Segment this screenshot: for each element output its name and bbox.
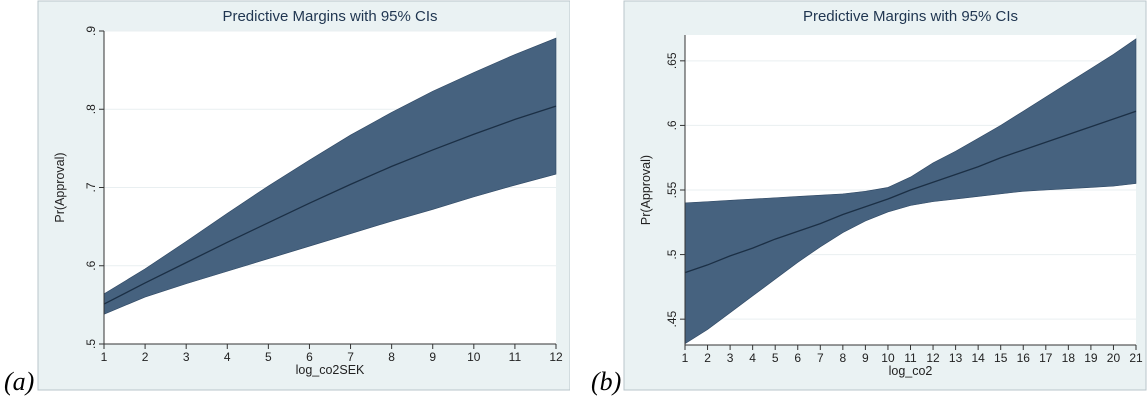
x-tick-label: 19 bbox=[1084, 351, 1098, 365]
estimate-line bbox=[103, 105, 557, 305]
x-tick-label: 14 bbox=[971, 351, 985, 365]
x-tick-label: 1 bbox=[682, 351, 689, 365]
estimate-line bbox=[684, 110, 1137, 274]
y-tick-label: .9 bbox=[84, 26, 98, 36]
x-tick-label: 17 bbox=[1039, 351, 1053, 365]
y-tick-label: .65 bbox=[665, 52, 679, 69]
y-tick-label: .6 bbox=[84, 260, 98, 270]
y-tick-label: .55 bbox=[665, 181, 679, 198]
y-tick-label: .8 bbox=[84, 104, 98, 114]
x-tick-label: 2 bbox=[704, 351, 711, 365]
y-axis-label: Pr(Approval) bbox=[53, 152, 67, 222]
chart-b-svg: 1 2 3 4 5 6 7 8 9 10 11 12 13 14 15 16 17 18 19 20 21.45.5.5… bbox=[623, 0, 1147, 391]
x-tick-label: 7 bbox=[817, 351, 824, 365]
chart-title: Predictive Margins with 95% CIs bbox=[803, 8, 1018, 25]
x-axis-label: log_co2SEK bbox=[296, 363, 365, 377]
x-tick-label: 2 bbox=[142, 350, 149, 364]
x-tick-label: 4 bbox=[224, 350, 231, 364]
chart-panel-a: 1 2 3 4 5 6 7 8 9 10 11 12.5.6.7.8.9 Predictive Marg… bbox=[0, 0, 571, 399]
x-tick-label: 3 bbox=[727, 351, 734, 365]
x-tick-label: 15 bbox=[994, 351, 1008, 365]
confidence-band bbox=[103, 37, 557, 315]
x-tick-label: 1 bbox=[101, 350, 108, 364]
x-tick-label: 9 bbox=[429, 350, 436, 364]
x-tick-label: 16 bbox=[1017, 351, 1031, 365]
chart-panel-b: 1 2 3 4 5 6 7 8 9 10 11 12 13 14 15 16 17 18 19 20 21.45.5.5… bbox=[577, 0, 1147, 399]
x-tick-label: 18 bbox=[1062, 351, 1076, 365]
x-tick-label: 6 bbox=[306, 350, 313, 364]
x-tick-label: 5 bbox=[772, 351, 779, 365]
panel-label-b: (b) bbox=[591, 367, 622, 396]
x-tick-label: 13 bbox=[949, 351, 963, 365]
y-tick-label: .45 bbox=[665, 311, 679, 328]
y-axis-label: Pr(Approval) bbox=[639, 155, 653, 225]
x-tick-label: 8 bbox=[840, 351, 847, 365]
y-tick-label: .6 bbox=[665, 120, 679, 130]
y-tick-label: .7 bbox=[84, 182, 98, 192]
x-tick-label: 21 bbox=[1129, 351, 1143, 365]
x-tick-label: 10 bbox=[467, 350, 481, 364]
x-axis-label: log_co2 bbox=[889, 364, 933, 378]
y-tick-label: .5 bbox=[665, 249, 679, 259]
x-tick-label: 12 bbox=[926, 351, 940, 365]
x-tick-label: 6 bbox=[794, 351, 801, 365]
x-tick-label: 12 bbox=[549, 350, 563, 364]
y-tick-label: .5 bbox=[84, 339, 98, 349]
panel-label-a: (a) bbox=[4, 367, 35, 396]
x-tick-label: 20 bbox=[1107, 351, 1121, 365]
x-tick-label: 8 bbox=[388, 350, 395, 364]
x-tick-label: 4 bbox=[749, 351, 756, 365]
x-tick-label: 3 bbox=[183, 350, 190, 364]
confidence-band bbox=[684, 38, 1137, 345]
chart-title: Predictive Margins with 95% CIs bbox=[222, 8, 437, 25]
x-tick-label: 11 bbox=[509, 350, 522, 364]
x-tick-label: 10 bbox=[881, 351, 895, 365]
x-tick-label: 11 bbox=[904, 351, 917, 365]
x-tick-label: 7 bbox=[347, 350, 354, 364]
x-tick-label: 5 bbox=[265, 350, 272, 364]
x-tick-label: 9 bbox=[862, 351, 869, 365]
